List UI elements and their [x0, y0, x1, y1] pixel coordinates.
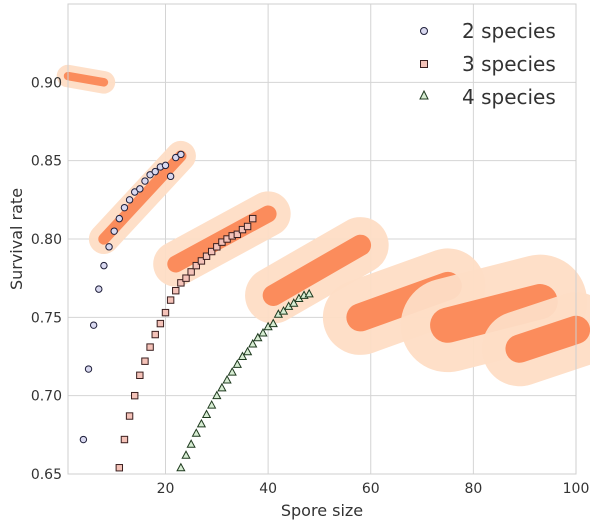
x-tick-label: 20	[157, 481, 175, 497]
y-tick-label: 0.70	[31, 389, 62, 405]
data-point-triangle	[232, 359, 242, 368]
data-point-circle	[79, 435, 88, 444]
data-points	[79, 150, 314, 472]
y-axis-label: Survival rate	[7, 188, 26, 290]
density-cluster-inner	[430, 284, 558, 343]
data-point-square	[115, 464, 124, 472]
y-tick-label: 0.75	[31, 310, 62, 326]
legend-label: 3 species	[462, 52, 556, 76]
data-point-triangle	[237, 351, 248, 360]
data-point-circle	[110, 227, 118, 235]
data-point-circle	[141, 177, 149, 185]
density-cluster-inner	[63, 71, 109, 87]
legend-marker-circle	[420, 27, 428, 35]
data-point-square	[131, 391, 139, 400]
data-point-square	[249, 214, 257, 223]
x-tick-label: 100	[563, 481, 590, 497]
data-point-circle	[151, 167, 159, 176]
data-point-triangle	[222, 374, 232, 384]
data-point-circle	[136, 185, 144, 193]
data-point-square	[243, 222, 252, 231]
data-point-circle	[177, 150, 185, 159]
data-point-triangle	[201, 409, 212, 418]
data-point-triangle	[176, 462, 186, 472]
legend-marker-triangle	[419, 89, 429, 100]
data-point-circle	[105, 243, 113, 251]
data-point-square	[161, 308, 170, 317]
legend-label: 4 species	[462, 85, 556, 109]
data-point-square	[166, 296, 175, 304]
plot-frame	[67, 3, 577, 475]
legend-item-2-species: 2 species	[420, 19, 556, 43]
data-point-square	[136, 371, 144, 380]
data-point-square	[213, 243, 221, 251]
x-tick-label: 80	[464, 481, 482, 497]
y-tick-label: 0.90	[31, 75, 62, 91]
data-point-circle	[161, 161, 170, 170]
data-point-square	[182, 274, 190, 282]
data-point-triangle	[248, 338, 258, 348]
data-point-triangle	[181, 450, 191, 459]
data-point-square	[192, 261, 200, 270]
data-point-square	[187, 268, 195, 276]
density-cluster-inner	[505, 315, 590, 363]
data-point-square	[151, 330, 159, 339]
data-point-circle	[84, 365, 93, 373]
data-point-circle	[95, 285, 103, 293]
data-point-square	[146, 343, 154, 351]
data-point-triangle	[253, 332, 263, 342]
data-point-square	[207, 247, 216, 256]
data-point-triangle	[217, 382, 227, 392]
data-point-square	[125, 412, 134, 420]
data-point-triangle	[304, 288, 314, 298]
tick-labels: 20 40 60 80 100 0.65 0.70 0.75 0.80 0.85 0.90	[31, 75, 590, 497]
x-axis-label: Spore size	[281, 501, 363, 520]
data-point-circle	[100, 261, 108, 270]
data-point-square	[197, 257, 206, 265]
legend-marker-square	[420, 60, 428, 68]
density-clusters	[56, 64, 590, 387]
legend-item-4-species: 4 species	[419, 85, 556, 109]
density-cluster-inner	[262, 234, 372, 306]
y-tick-label: 0.80	[31, 232, 62, 248]
data-point-circle	[89, 321, 98, 329]
data-point-triangle	[227, 367, 237, 376]
data-point-triangle	[258, 327, 268, 337]
data-point-triangle	[289, 298, 299, 307]
y-tick-label: 0.65	[31, 467, 62, 483]
data-point-triangle	[268, 318, 278, 328]
data-point-triangle	[186, 439, 196, 448]
data-point-circle	[125, 196, 134, 204]
data-point-square	[141, 357, 149, 365]
x-tick-label: 40	[259, 481, 277, 497]
data-point-triangle	[196, 418, 207, 428]
data-point-triangle	[242, 346, 253, 356]
data-point-triangle	[191, 428, 201, 437]
data-point-triangle	[207, 400, 217, 409]
data-point-circle	[120, 203, 129, 212]
density-cluster-inner	[98, 150, 187, 245]
x-tick-label: 60	[362, 481, 380, 497]
legend-label: 2 species	[462, 19, 556, 43]
legend-item-3-species: 3 species	[420, 52, 556, 76]
legend: 2 species 3 species 4 species	[419, 19, 556, 109]
data-point-circle	[166, 172, 175, 181]
data-point-triangle	[212, 390, 222, 400]
data-point-square	[120, 435, 129, 444]
data-point-square	[202, 252, 211, 260]
y-tick-label: 0.85	[31, 154, 62, 170]
data-point-square	[233, 230, 242, 239]
data-point-circle	[115, 214, 124, 223]
data-point-square	[172, 287, 180, 295]
data-point-square	[177, 279, 185, 287]
data-point-triangle	[278, 306, 289, 315]
data-point-square	[156, 319, 165, 328]
